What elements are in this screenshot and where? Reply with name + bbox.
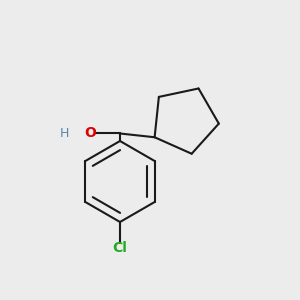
Text: Cl: Cl [112, 241, 128, 254]
Text: O: O [84, 127, 96, 140]
Text: H: H [60, 127, 69, 140]
